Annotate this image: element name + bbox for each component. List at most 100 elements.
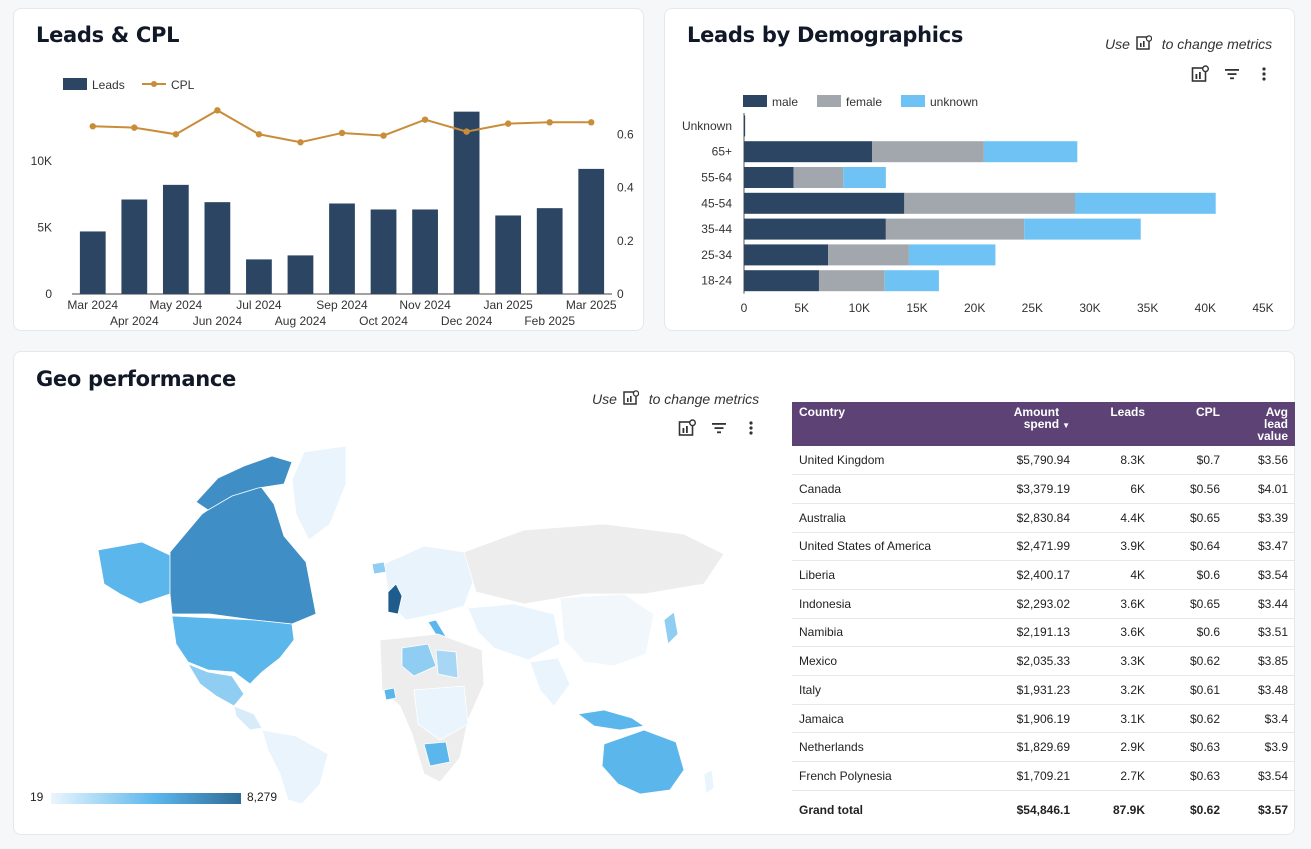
cpl-point[interactable] [297,139,304,146]
metric-picker-icon[interactable] [1191,65,1209,83]
bar-segment-unknown[interactable] [843,167,886,188]
cpl-point[interactable] [255,131,263,138]
cpl-point[interactable] [588,119,595,126]
cell-amount-spend: $2,191.13 [982,618,1077,648]
bar-segment-female[interactable] [885,218,1025,240]
geo-table: Country Amount spend ▼ Leads CPL Avg lead… [792,402,1295,828]
leads-bar[interactable] [370,209,397,294]
col-leads[interactable]: Leads [1077,402,1152,446]
bar-segment-male[interactable] [744,141,873,163]
legend-label-leads: Leads [92,78,125,92]
table-row[interactable]: Namibia $2,191.13 3.6K $0.6 $3.51 [792,618,1295,648]
demographics-chart: male female unknown Unknown 65+ 55-64 45-54 35-… [682,95,1274,315]
cell-avg-lead-value: $3.85 [1227,646,1295,676]
col-cpl[interactable]: CPL [1152,402,1227,446]
table-row[interactable]: Indonesia $2,293.02 3.6K $0.65 $3.44 [792,589,1295,619]
bar-segment-female[interactable] [904,192,1076,214]
cpl-point[interactable] [421,116,429,123]
cpl-point[interactable] [214,107,221,114]
filter-icon[interactable] [710,419,728,437]
hint-use-text: Use [1105,36,1130,52]
metric-picker-icon[interactable] [678,419,696,437]
table-row[interactable]: Mexico $2,035.33 3.3K $0.62 $3.85 [792,646,1295,676]
grand-total-row: Grand total $54,846.1 87.9K $0.62 $3.57 [792,790,1295,828]
bar-segment-unknown[interactable] [1024,218,1141,240]
bar-segment-male[interactable] [744,270,819,292]
bar-segment-unknown[interactable] [983,141,1078,163]
hint-use-text: Use [592,391,617,407]
col-avg-lead-value[interactable]: Avg lead value [1227,402,1295,446]
x-tick-label: Jan 2025 [483,298,533,312]
leads-bar[interactable] [79,231,106,294]
bar-segment-female[interactable] [793,167,844,188]
x-tick-label: May 2024 [149,298,202,312]
col-amount-spend[interactable]: Amount spend ▼ [982,402,1077,446]
table-row[interactable]: Italy $1,931.23 3.2K $0.61 $3.48 [792,675,1295,705]
cpl-point[interactable] [380,132,387,139]
col-country[interactable]: Country [792,402,982,446]
cell-avg-lead-value: $3.56 [1227,446,1295,476]
bar-segment-female[interactable] [872,141,984,163]
bar-segment-female[interactable] [828,244,909,266]
cpl-point[interactable] [131,124,138,131]
cpl-point[interactable] [504,120,512,127]
bar-segment-male[interactable] [744,115,746,137]
table-row[interactable]: Jamaica $1,906.19 3.1K $0.62 $3.4 [792,704,1295,734]
cell-cpl: $0.7 [1152,446,1227,476]
leads-bar[interactable] [204,202,231,294]
cpl-point[interactable] [338,129,346,137]
leads-bar[interactable] [121,199,148,295]
cell-avg-lead-value: $3.47 [1227,532,1295,562]
leads-bar[interactable] [578,168,605,294]
cell-cpl: $0.62 [1152,704,1227,734]
leads-bar[interactable] [453,111,480,294]
cpl-point[interactable] [89,123,96,130]
region-mexico [187,663,245,707]
cpl-point[interactable] [172,131,180,138]
hint-change-text: to change metrics [648,391,760,407]
x-tick-label: 0 [741,301,748,315]
bar-segment-unknown[interactable] [908,244,996,266]
table-row[interactable]: United Kingdom $5,790.94 8.3K $0.7 $3.56 [792,446,1295,476]
bar-segment-male[interactable] [744,192,905,214]
leads-bar[interactable] [329,203,355,294]
leads-bar[interactable] [536,208,563,294]
leads-bar[interactable] [162,184,189,294]
cell-cpl: $0.6 [1152,618,1227,648]
more-options-icon[interactable] [1255,65,1273,83]
leads-bar[interactable] [287,255,314,294]
world-map[interactable] [84,444,744,804]
leads-bar[interactable] [246,259,272,294]
leads-bar[interactable] [412,209,438,294]
bar-segment-male[interactable] [744,167,794,188]
bar-segment-unknown[interactable] [1075,192,1216,214]
x-tick-label: Aug 2024 [275,314,327,328]
bar-segment-unknown[interactable] [884,270,939,292]
legend: male female unknown [743,95,978,109]
region-namibia [423,741,451,767]
x-tick-label: Sep 2024 [316,298,368,312]
filter-icon[interactable] [1223,65,1241,83]
table-row[interactable]: United States of America $2,471.99 3.9K $0.… [792,532,1295,562]
legend: Leads CPL [63,78,195,92]
bar-segment-male[interactable] [744,244,829,266]
more-options-icon[interactable] [742,419,760,437]
table-row[interactable]: French Polynesia $1,709.21 2.7K $0.63 $3.54 [792,761,1295,791]
region-south-america [261,729,329,804]
y-right-tick: 0.2 [617,234,634,248]
cell-country: Namibia [792,618,982,648]
bar-segment-male[interactable] [744,218,886,240]
table-row[interactable]: Netherlands $1,829.69 2.9K $0.63 $3.9 [792,732,1295,763]
cpl-point[interactable] [546,119,553,126]
bar-segment-female[interactable] [818,270,885,292]
legend-label-male: male [772,95,798,109]
leads-bar[interactable] [495,215,522,294]
cell-cpl: $0.64 [1152,532,1227,562]
cpl-point[interactable] [463,128,470,135]
table-row[interactable]: Canada $3,379.19 6K $0.56 $4.01 [792,474,1295,504]
table-row[interactable]: Liberia $2,400.17 4K $0.6 $3.54 [792,560,1295,590]
table-row[interactable]: Australia $2,830.84 4.4K $0.65 $3.39 [792,503,1295,533]
region-alaska [97,541,173,605]
x-tick-label: 10K [849,301,870,315]
x-tick-label: 45K [1252,301,1273,315]
